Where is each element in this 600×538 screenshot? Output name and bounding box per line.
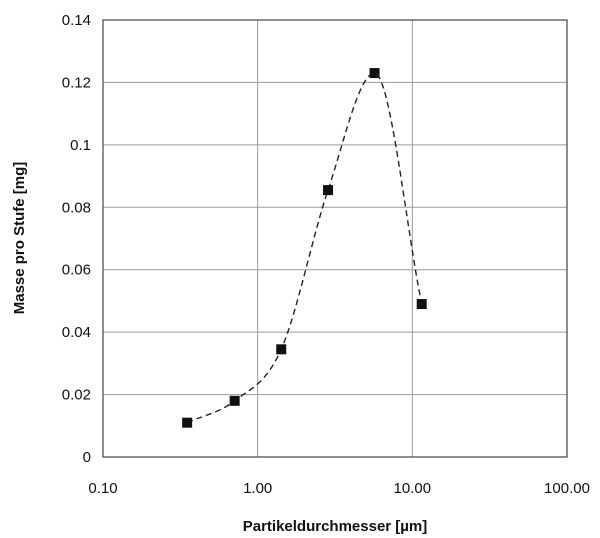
data-point [416,299,427,310]
data-points [182,68,427,428]
x-axis-title: Partikeldurchmesser [µm] [243,518,428,535]
data-point [229,395,240,406]
x-tick-labels: 0.10 1.00 10.00 100.00 [88,480,590,497]
y-tick-label: 0.06 [62,262,91,279]
y-axis-title: Masse pro Stufe [mg] [11,162,28,315]
data-point [276,344,287,355]
y-tick-label: 0.14 [62,12,91,29]
y-tick-label: 0.1 [70,137,91,154]
y-tick-label: 0.02 [62,387,91,404]
x-tick-label: 100.00 [544,480,590,497]
data-point [369,68,380,79]
y-tick-label: 0.08 [62,199,91,216]
y-tick-labels: 0 0.02 0.04 0.06 0.08 0.1 0.12 0.14 [62,12,91,466]
x-tick-label: 1.00 [243,480,272,497]
y-tick-label: 0 [83,449,91,466]
y-tick-label: 0.12 [62,74,91,91]
plot-frame [102,19,568,458]
data-point [323,185,334,196]
y-tick-label: 0.04 [62,324,91,341]
x-tick-label: 10.00 [394,480,432,497]
x-tick-label: 0.10 [88,480,117,497]
data-point [182,417,193,428]
